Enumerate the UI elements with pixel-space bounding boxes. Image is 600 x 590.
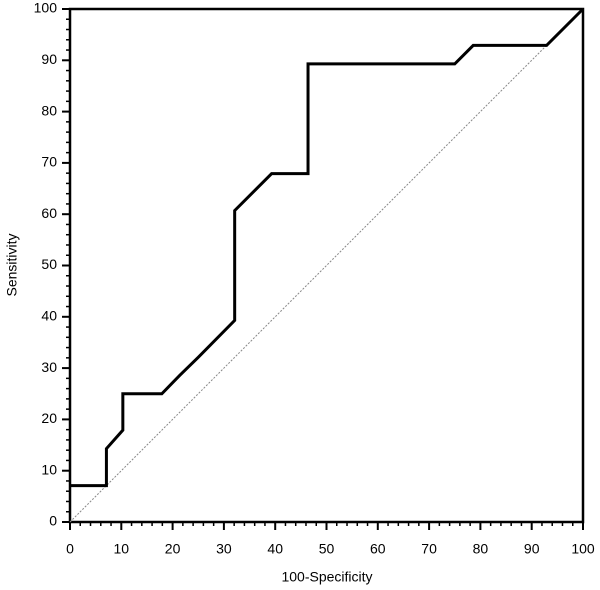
x-tick-label: 70: [421, 541, 437, 557]
y-tick-label: 40: [41, 308, 57, 324]
y-tick-label: 80: [41, 102, 57, 118]
y-tick-label: 10: [41, 461, 57, 477]
y-tick-label: 70: [41, 154, 57, 170]
x-tick-label: 30: [216, 541, 232, 557]
y-tick-label: 30: [41, 359, 57, 375]
x-tick-label: 90: [524, 541, 540, 557]
x-tick-label: 100: [571, 541, 595, 557]
roc-curve: [70, 7, 585, 488]
reference-line: [69, 8, 584, 523]
x-tick-label: 0: [66, 541, 74, 557]
y-tick-label: 0: [49, 513, 57, 529]
x-tick-label: 50: [319, 541, 335, 557]
x-tick-label: 20: [165, 541, 181, 557]
y-tick-label: 50: [41, 256, 57, 272]
x-tick-label: 10: [114, 541, 130, 557]
x-axis-label: 100-Specificity: [281, 569, 372, 585]
y-tick-label: 60: [41, 205, 57, 221]
y-tick-label: 90: [41, 51, 57, 67]
y-tick-label: 100: [34, 0, 58, 16]
x-tick-label: 80: [473, 541, 489, 557]
plot-frame: [68, 7, 585, 524]
y-tick-label: 20: [41, 410, 57, 426]
x-tick-label: 40: [267, 541, 283, 557]
x-tick-label: 60: [370, 541, 386, 557]
y-axis-label: Sensitivity: [4, 233, 20, 296]
